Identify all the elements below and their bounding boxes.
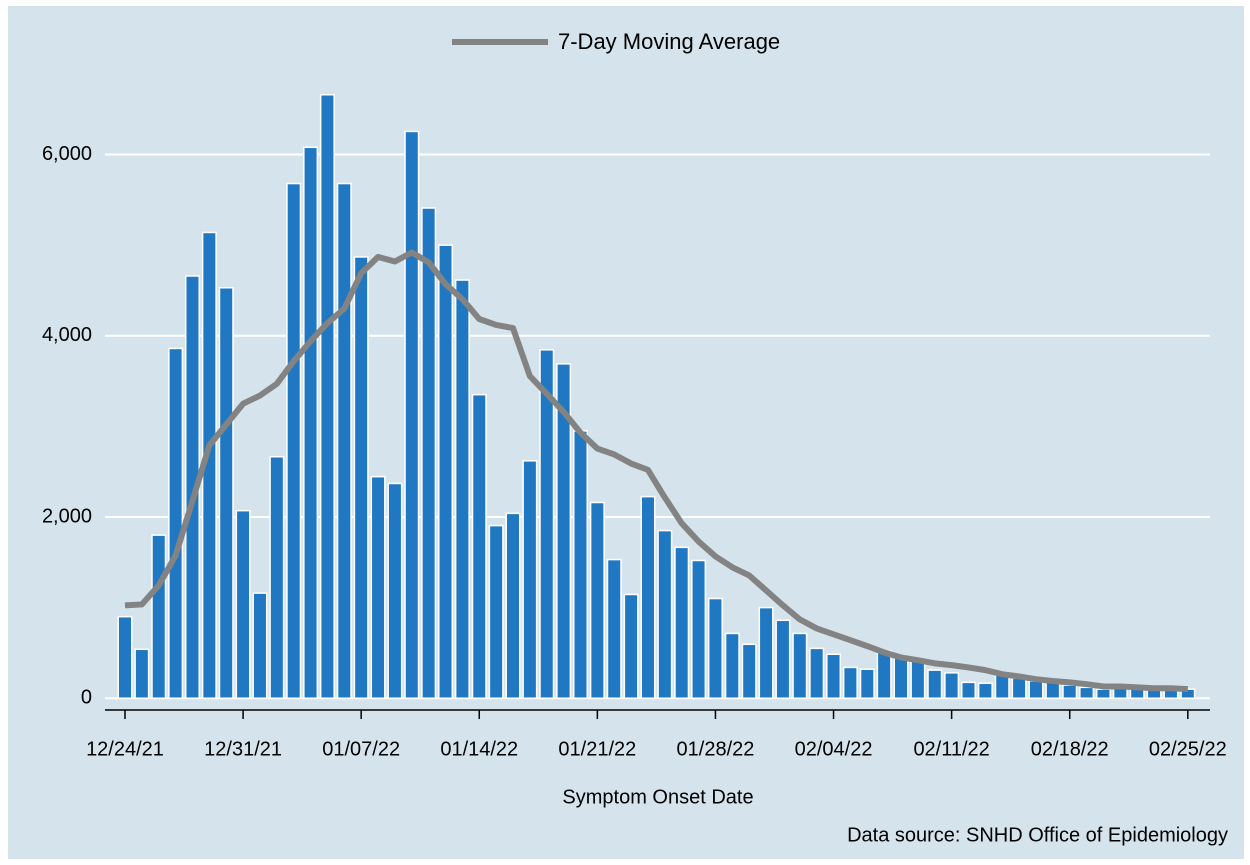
bar	[454, 279, 470, 699]
bar	[910, 660, 926, 699]
bar	[893, 656, 909, 699]
bar	[944, 672, 960, 699]
bar	[471, 393, 487, 699]
x-tick-label: 12/31/21	[204, 738, 282, 760]
bar	[1062, 684, 1078, 699]
bar	[151, 534, 167, 699]
bar	[421, 207, 437, 699]
source-note: Data source: SNHD Office of Epidemiology	[847, 824, 1228, 846]
x-tick-label: 01/14/22	[440, 738, 518, 760]
bar	[741, 643, 757, 699]
bar	[826, 653, 842, 699]
bar	[606, 558, 622, 699]
bar	[859, 668, 875, 699]
moving-average-line	[124, 249, 1188, 693]
y-tick-label: 4,000	[42, 324, 92, 346]
bar	[168, 347, 184, 699]
bar	[707, 597, 723, 699]
bar	[724, 632, 740, 699]
bar	[370, 475, 386, 699]
bar	[1112, 687, 1128, 699]
bar	[792, 632, 808, 699]
bar	[505, 512, 521, 699]
x-tick-label: 01/21/22	[558, 738, 636, 760]
bar	[977, 682, 993, 699]
bar	[134, 648, 150, 699]
bar	[353, 256, 369, 699]
bar	[556, 363, 572, 699]
bar	[319, 93, 335, 699]
bar	[640, 495, 656, 699]
legend-label: 7-Day Moving Average	[558, 29, 780, 54]
bar	[623, 593, 639, 699]
bar	[218, 286, 234, 699]
bar	[775, 619, 791, 699]
bar	[1095, 688, 1111, 699]
bar	[438, 244, 454, 699]
y-tick-label: 0	[81, 687, 92, 709]
bar	[269, 455, 285, 699]
bar	[589, 501, 605, 699]
bar	[961, 681, 976, 699]
bar	[691, 559, 707, 699]
bar	[674, 546, 690, 699]
x-tick-label: 12/24/21	[86, 738, 164, 760]
x-axis-title: Symptom Onset Date	[562, 786, 753, 808]
x-tick-label: 02/25/22	[1149, 738, 1227, 760]
bar	[522, 460, 538, 699]
x-tick-label: 02/04/22	[795, 738, 873, 760]
bar	[387, 482, 403, 699]
bar	[809, 647, 825, 699]
bar	[117, 615, 133, 699]
bar	[994, 674, 1010, 699]
bar	[927, 669, 943, 699]
bar	[1028, 680, 1044, 699]
bar	[252, 592, 268, 699]
y-tick-label: 2,000	[42, 505, 92, 527]
x-tick-label: 01/07/22	[322, 738, 400, 760]
x-tick-label: 02/11/22	[913, 738, 989, 760]
bar	[286, 182, 302, 699]
bar	[303, 146, 319, 699]
bar	[657, 529, 673, 699]
bar	[842, 666, 858, 699]
bar	[488, 524, 504, 699]
bar	[1079, 686, 1095, 699]
bar	[404, 130, 420, 699]
bar	[758, 606, 774, 699]
bar	[539, 349, 555, 699]
bar	[572, 430, 588, 699]
x-tick-label: 01/28/22	[677, 738, 755, 760]
bar	[1011, 677, 1027, 699]
y-tick-label: 6,000	[42, 143, 92, 165]
bar	[876, 650, 892, 699]
bar	[235, 509, 251, 699]
bar	[336, 182, 352, 699]
x-tick-label: 02/18/22	[1031, 738, 1109, 760]
